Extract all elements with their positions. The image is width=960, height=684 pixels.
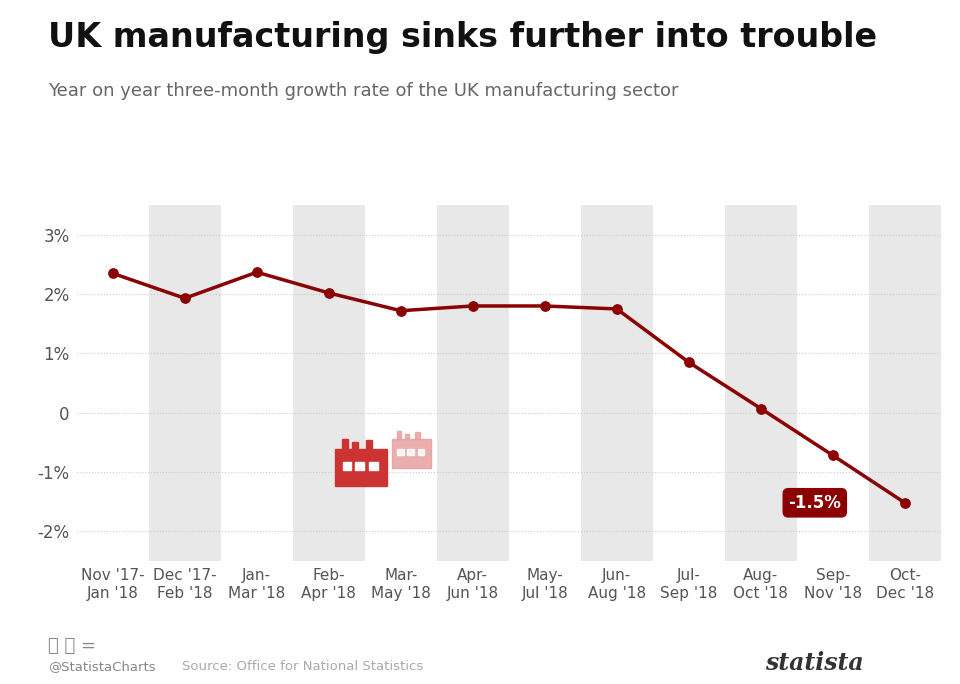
Bar — [396, 432, 401, 439]
Point — [897, 497, 912, 508]
Bar — [352, 442, 357, 449]
Text: Year on year three-month growth rate of the UK manufacturing sector: Year on year three-month growth rate of … — [48, 82, 679, 100]
Bar — [437, 205, 509, 561]
Bar — [149, 205, 221, 561]
Bar — [416, 432, 420, 439]
Bar — [397, 449, 403, 455]
Point — [465, 300, 480, 311]
Bar — [293, 205, 365, 561]
Point — [825, 450, 841, 461]
Point — [537, 300, 552, 311]
Bar — [725, 205, 797, 561]
Bar — [405, 434, 409, 439]
Point — [105, 268, 121, 279]
Text: @StatistaCharts: @StatistaCharts — [48, 660, 156, 674]
Bar — [343, 462, 350, 470]
Point — [321, 287, 337, 298]
Polygon shape — [875, 647, 899, 670]
Point — [753, 403, 768, 414]
Text: ⓒ ⓘ =: ⓒ ⓘ = — [48, 637, 96, 655]
Bar — [581, 205, 653, 561]
Point — [177, 293, 192, 304]
Point — [681, 357, 696, 368]
Bar — [392, 439, 431, 468]
Bar — [335, 449, 387, 486]
Bar — [342, 439, 348, 449]
Text: UK manufacturing sinks further into trouble: UK manufacturing sinks further into trou… — [48, 21, 877, 53]
Text: -1.5%: -1.5% — [788, 494, 841, 512]
Bar — [370, 462, 378, 470]
Bar — [355, 462, 364, 470]
Bar — [407, 449, 414, 455]
Bar — [366, 440, 372, 449]
Bar — [869, 205, 941, 561]
Bar — [418, 449, 424, 455]
Point — [250, 267, 265, 278]
Point — [394, 305, 409, 316]
Point — [609, 304, 624, 315]
Text: statista: statista — [765, 651, 864, 676]
Text: Source: Office for National Statistics: Source: Office for National Statistics — [182, 660, 423, 674]
